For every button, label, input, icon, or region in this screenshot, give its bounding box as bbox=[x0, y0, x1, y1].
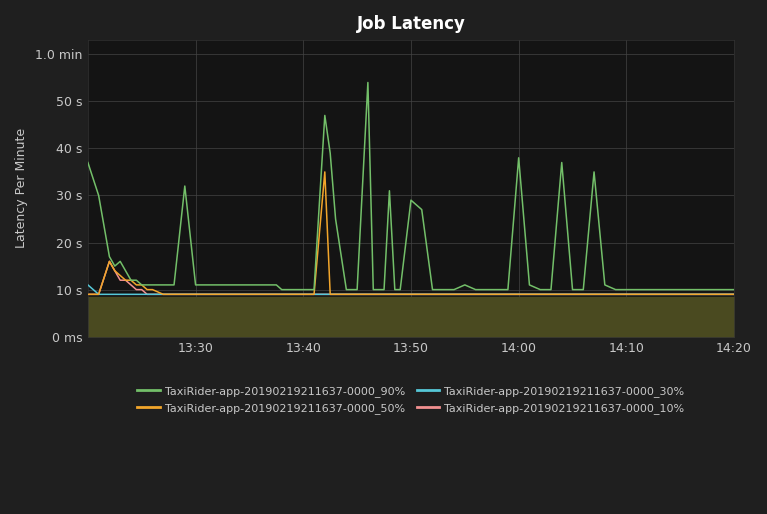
Y-axis label: Latency Per Minute: Latency Per Minute bbox=[15, 128, 28, 248]
Legend: TaxiRider-app-20190219211637-0000_90%, TaxiRider-app-20190219211637-0000_50%, Ta: TaxiRider-app-20190219211637-0000_90%, T… bbox=[132, 381, 690, 419]
Title: Job Latency: Job Latency bbox=[357, 15, 466, 33]
